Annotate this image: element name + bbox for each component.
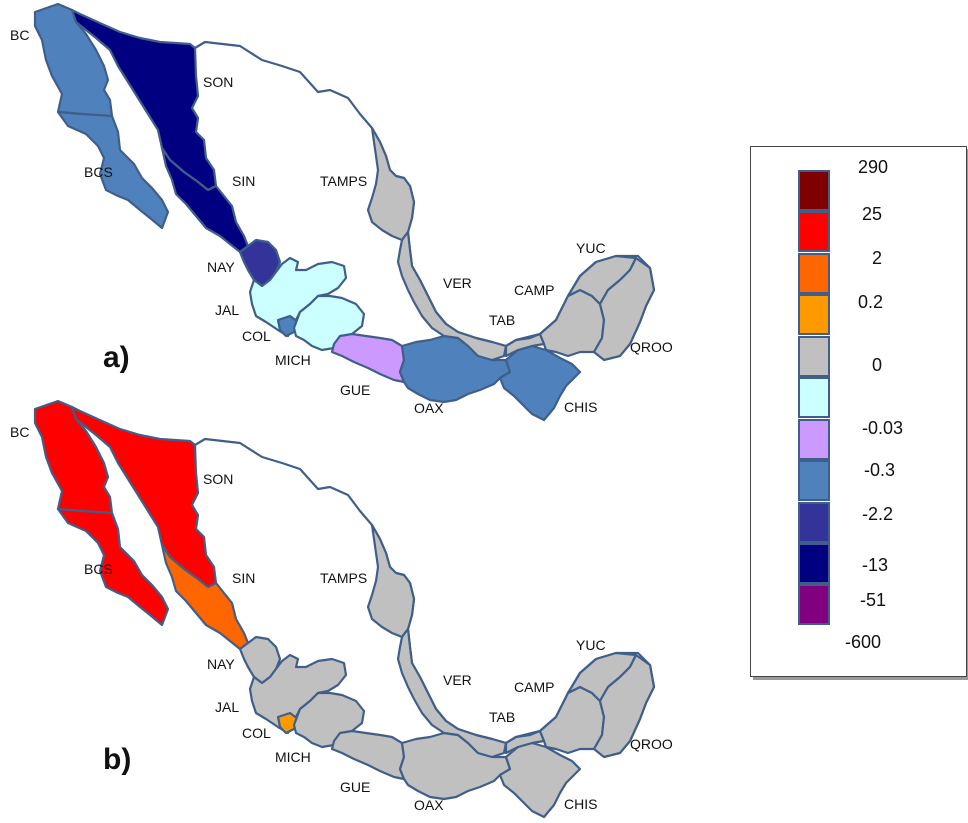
legend-swatch — [798, 502, 830, 543]
label-OAX: OAX — [414, 400, 444, 416]
label-COL: COL — [242, 328, 271, 344]
label-OAX: OAX — [414, 797, 444, 813]
legend-swatch — [798, 211, 830, 252]
state-BCS — [56, 110, 170, 230]
label-GUE: GUE — [340, 779, 370, 795]
state-VER — [396, 230, 508, 362]
legend-value: 0.2 — [858, 292, 884, 312]
legend-value: -0.03 — [862, 418, 904, 438]
label-SON: SON — [203, 74, 233, 90]
label-SIN: SIN — [232, 570, 255, 586]
label-BC: BC — [10, 424, 29, 440]
label-BCS: BCS — [84, 561, 113, 577]
label-YUC: YUC — [576, 240, 606, 256]
label-BC: BC — [10, 27, 29, 43]
label-QROO: QROO — [630, 339, 673, 355]
legend-swatch — [798, 377, 830, 418]
state-BCS — [56, 507, 170, 627]
state-GUE — [330, 729, 406, 781]
state-TAMPS — [366, 126, 416, 242]
state-BC — [33, 2, 114, 118]
label-COL: COL — [242, 725, 271, 741]
legend-swatch — [798, 584, 830, 625]
state-SON — [70, 405, 218, 589]
legend-value: 2 — [872, 248, 883, 268]
label-JAL: JAL — [215, 699, 239, 715]
map-b: BC SON BCS SIN TAMPS NAY JAL COL MICH GU… — [10, 399, 673, 819]
label-VER: VER — [443, 672, 472, 688]
label-NAY: NAY — [207, 259, 235, 275]
state-JAL — [248, 256, 348, 338]
state-QROO — [592, 653, 656, 759]
panel-label-b: b) — [103, 743, 131, 776]
state-SON — [70, 8, 218, 192]
label-SIN: SIN — [232, 173, 255, 189]
panel-label-a: a) — [103, 341, 130, 374]
legend-swatch — [798, 460, 830, 501]
label-SON: SON — [203, 471, 233, 487]
label-MICH: MICH — [275, 352, 311, 368]
label-MICH: MICH — [275, 749, 311, 765]
label-TAB: TAB — [489, 312, 515, 328]
label-JAL: JAL — [215, 302, 239, 318]
legend-value: -51 — [860, 590, 887, 610]
legend-value: -13 — [862, 555, 889, 575]
legend-value: -600 — [845, 632, 882, 652]
label-CAMP: CAMP — [514, 282, 554, 298]
legend — [750, 146, 967, 677]
label-TAB: TAB — [489, 709, 515, 725]
label-QROO: QROO — [630, 736, 673, 752]
state-QROO — [592, 256, 656, 362]
state-TAMPS — [366, 523, 416, 639]
legend-swatch — [798, 543, 830, 584]
label-CAMP: CAMP — [514, 679, 554, 695]
state-JAL — [248, 653, 348, 735]
legend-swatch — [798, 253, 830, 294]
legend-value: -0.3 — [864, 460, 896, 480]
label-BCS: BCS — [84, 164, 113, 180]
legend-swatch — [798, 170, 830, 211]
map-a: BC SON BCS SIN TAMPS NAY JAL COL MICH GU… — [10, 2, 673, 422]
label-TAMPS: TAMPS — [320, 173, 367, 189]
legend-value: 0 — [872, 355, 883, 375]
legend-value: 25 — [862, 204, 883, 224]
legend-swatch — [798, 336, 830, 377]
state-GUE — [330, 332, 406, 384]
label-NAY: NAY — [207, 656, 235, 672]
legend-value: -2.2 — [862, 504, 894, 524]
state-VER — [396, 627, 508, 759]
label-CHIS: CHIS — [564, 796, 597, 812]
label-VER: VER — [443, 275, 472, 291]
legend-value: 290 — [858, 157, 889, 177]
label-TAMPS: TAMPS — [320, 570, 367, 586]
label-CHIS: CHIS — [564, 399, 597, 415]
legend-swatch — [798, 294, 830, 335]
state-BC — [33, 399, 114, 515]
legend-swatch — [798, 419, 830, 460]
label-GUE: GUE — [340, 382, 370, 398]
label-YUC: YUC — [576, 637, 606, 653]
